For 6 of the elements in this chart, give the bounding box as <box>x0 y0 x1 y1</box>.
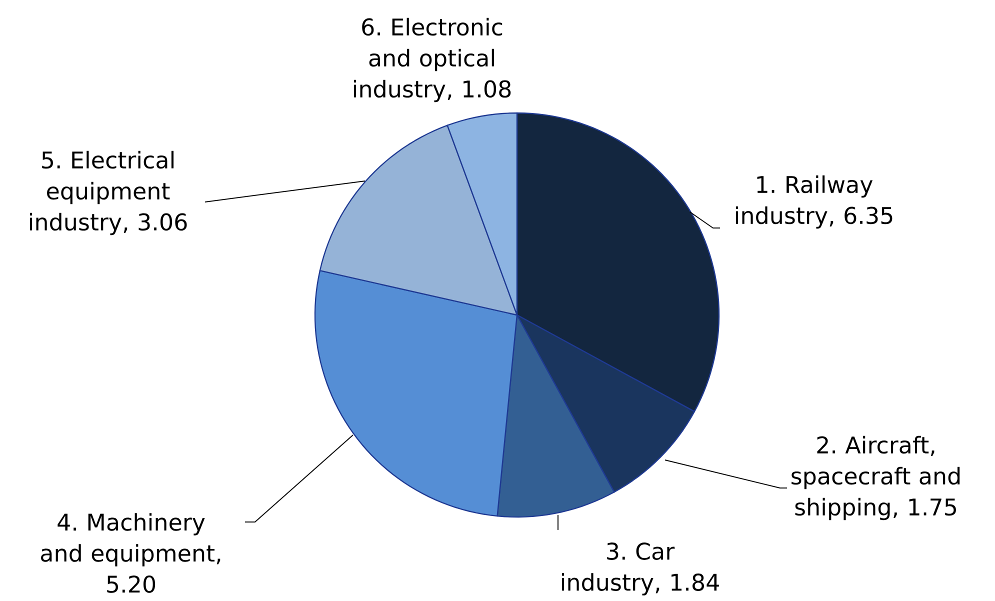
slice-label: 2. Aircraft, spacecraft and shipping, 1.75 <box>792 436 960 520</box>
slice-label: 5. Electrical equipment industry, 3.06 <box>30 150 187 236</box>
slice-label: 4. Machinery and equipment, 5.20 <box>41 513 220 593</box>
slice-label: 1. Railway industry, 6.35 <box>736 175 892 229</box>
slice-label: 3. Car industry, 1.84 <box>562 542 719 596</box>
slice-label: 6. Electronic and optical industry, 1.08 <box>354 18 511 102</box>
